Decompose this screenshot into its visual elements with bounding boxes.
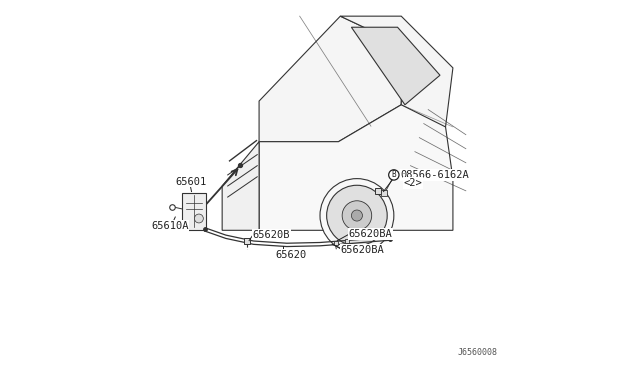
Polygon shape	[351, 27, 440, 105]
Text: 65610A: 65610A	[151, 221, 188, 231]
Text: 65620B: 65620B	[253, 230, 291, 240]
Circle shape	[195, 214, 204, 223]
Text: 65620BA: 65620BA	[349, 229, 392, 239]
Circle shape	[388, 170, 399, 180]
Text: 65601: 65601	[175, 177, 207, 187]
Text: 65620BA: 65620BA	[340, 244, 385, 254]
Polygon shape	[340, 16, 453, 127]
Circle shape	[326, 185, 387, 246]
Circle shape	[342, 201, 372, 230]
Text: B: B	[392, 170, 396, 179]
Polygon shape	[259, 105, 453, 230]
FancyBboxPatch shape	[182, 193, 206, 230]
Text: J6560008: J6560008	[457, 349, 497, 357]
Text: 65620: 65620	[275, 250, 306, 260]
Text: 08566-6162A: 08566-6162A	[401, 170, 469, 180]
Polygon shape	[222, 142, 259, 230]
Text: <2>: <2>	[403, 178, 422, 188]
Circle shape	[320, 179, 394, 253]
Circle shape	[351, 210, 362, 221]
Polygon shape	[259, 16, 403, 142]
